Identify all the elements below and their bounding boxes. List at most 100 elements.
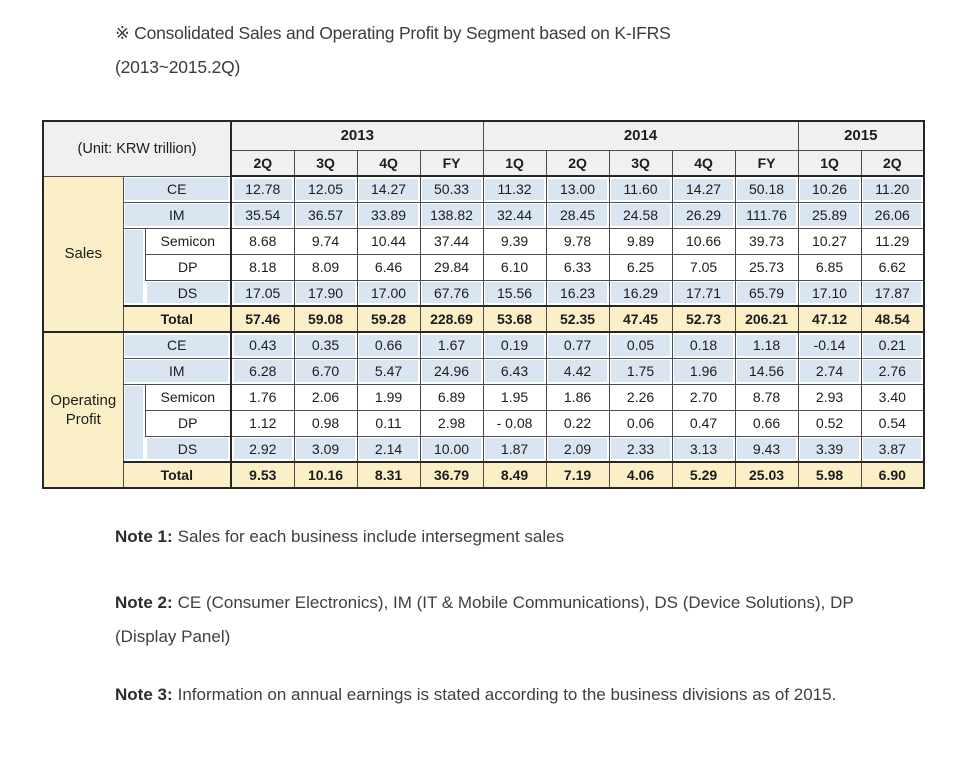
table-cell: 47.12 (797, 305, 862, 333)
table-cell: 10.00 (419, 435, 484, 463)
segment-label: CE (122, 175, 233, 203)
table-cell: 0.66 (356, 331, 421, 359)
note-text: Sales for each business include interseg… (177, 527, 565, 546)
note-label: Note 2: (115, 593, 173, 612)
table-row-operating-profit-dp: DP 1.12 0.98 0.11 2.98- 0.08 0.22 0.06 0.47 0.66… (43, 409, 925, 437)
table-cell: 5.47 (356, 357, 421, 385)
table-row-operating-profit-im: IM 6.28 6.70 5.47 24.96 6.43 4.42 1.75 1.96 14.56… (43, 357, 925, 385)
table-cell: 8.18 (230, 253, 295, 281)
table-cell: 1.18 (734, 331, 799, 359)
table-cell: 50.33 (419, 175, 484, 203)
quarter-header: 3Q (608, 149, 673, 177)
quarter-header: 2Q (860, 149, 925, 177)
quarter-header: FY (734, 149, 799, 177)
table-cell: 11.60 (608, 175, 673, 203)
table-cell: 28.45 (545, 201, 610, 229)
table-cell: 2.76 (860, 357, 925, 385)
table-cell: 17.87 (860, 279, 925, 307)
table-cell: 1.87 (482, 435, 547, 463)
table-cell: 0.98 (293, 409, 358, 437)
note-1: Note 1: Sales for each business include i… (115, 520, 860, 554)
year-header: 2015 (797, 120, 925, 151)
table-cell: 0.21 (860, 331, 925, 359)
table-cell: 2.70 (671, 383, 736, 411)
table-cell: 47.45 (608, 305, 673, 333)
table-cell: 14.56 (734, 357, 799, 385)
segment-label: Total (122, 305, 233, 333)
table-cell: 33.89 (356, 201, 421, 229)
note-label: Note 3: (115, 685, 173, 704)
table-cell: 2.33 (608, 435, 673, 463)
table-cell: 12.78 (230, 175, 295, 203)
table-cell: 2.14 (356, 435, 421, 463)
segment-label: IM (122, 201, 233, 229)
table-cell: 53.68 (482, 305, 547, 333)
table-cell: - 0.08 (482, 409, 547, 437)
table-cell: 1.95 (482, 383, 547, 411)
group-label: Operating Profit (42, 331, 124, 489)
table-cell: 17.90 (293, 279, 358, 307)
indent-cell (122, 383, 146, 463)
table-cell: 9.78 (545, 227, 610, 255)
table-cell: 2.26 (608, 383, 673, 411)
table-cell: 5.98 (797, 461, 862, 489)
table-cell: 11.29 (860, 227, 925, 255)
table-cell: 17.00 (356, 279, 421, 307)
table-cell: 26.29 (671, 201, 736, 229)
table-cell: 6.46 (356, 253, 421, 281)
table-cell: 6.70 (293, 357, 358, 385)
table-cell: 26.06 (860, 201, 925, 229)
table-cell: 0.19 (482, 331, 547, 359)
table-cell: 8.68 (230, 227, 295, 255)
table-cell: 10.44 (356, 227, 421, 255)
table-cell: 0.43 (230, 331, 295, 359)
table-cell: 0.77 (545, 331, 610, 359)
table-cell: 7.19 (545, 461, 610, 489)
table-cell: 3.40 (860, 383, 925, 411)
table-cell: 6.25 (608, 253, 673, 281)
table-cell: 2.92 (230, 435, 295, 463)
table-cell: 11.20 (860, 175, 925, 203)
table-cell: 10.16 (293, 461, 358, 489)
table-cell: 3.09 (293, 435, 358, 463)
segment-label: CE (122, 331, 233, 359)
table-cell: 1.96 (671, 357, 736, 385)
table-cell: 228.69 (419, 305, 484, 333)
table-cell: 206.21 (734, 305, 799, 333)
page-title: ※ Consolidated Sales and Operating Profi… (115, 23, 671, 77)
segment-label: DP (144, 409, 233, 437)
table-cell: 6.90 (860, 461, 925, 489)
segment-label: DS (145, 435, 233, 463)
table-cell: 0.06 (608, 409, 673, 437)
table-cell: 0.11 (356, 409, 421, 437)
table-cell: 52.35 (545, 305, 610, 333)
table-cell: 1.12 (230, 409, 295, 437)
table-cell: 0.54 (860, 409, 925, 437)
table-cell: 4.42 (545, 357, 610, 385)
segment-table-wrap: (Unit: KRW trillion) 2013 2014 2015 2Q 3Q 4Q FY… (42, 120, 926, 489)
segment-label: DS (145, 279, 233, 307)
note-2: Note 2: CE (Consumer Electronics), IM (IT… (115, 586, 860, 654)
note-3: Note 3: Information on annual earnings is… (115, 678, 847, 712)
segment-label: Semicon (144, 383, 233, 411)
table-cell: 2.74 (797, 357, 862, 385)
table-cell: 59.28 (356, 305, 421, 333)
table-cell: 16.29 (608, 279, 673, 307)
table-cell: 59.08 (293, 305, 358, 333)
table-cell: 17.71 (671, 279, 736, 307)
table-cell: 24.96 (419, 357, 484, 385)
table-cell: 9.39 (482, 227, 547, 255)
table-cell: 52.73 (671, 305, 736, 333)
table-cell: 6.10 (482, 253, 547, 281)
table-cell: 65.79 (734, 279, 799, 307)
table-cell: 36.79 (419, 461, 484, 489)
table-cell: 6.28 (230, 357, 295, 385)
table-cell: 50.18 (734, 175, 799, 203)
table-cell: 2.09 (545, 435, 610, 463)
table-cell: 2.06 (293, 383, 358, 411)
table-cell: 15.56 (482, 279, 547, 307)
table-cell: 0.35 (293, 331, 358, 359)
table-cell: 14.27 (356, 175, 421, 203)
table-cell: 10.66 (671, 227, 736, 255)
